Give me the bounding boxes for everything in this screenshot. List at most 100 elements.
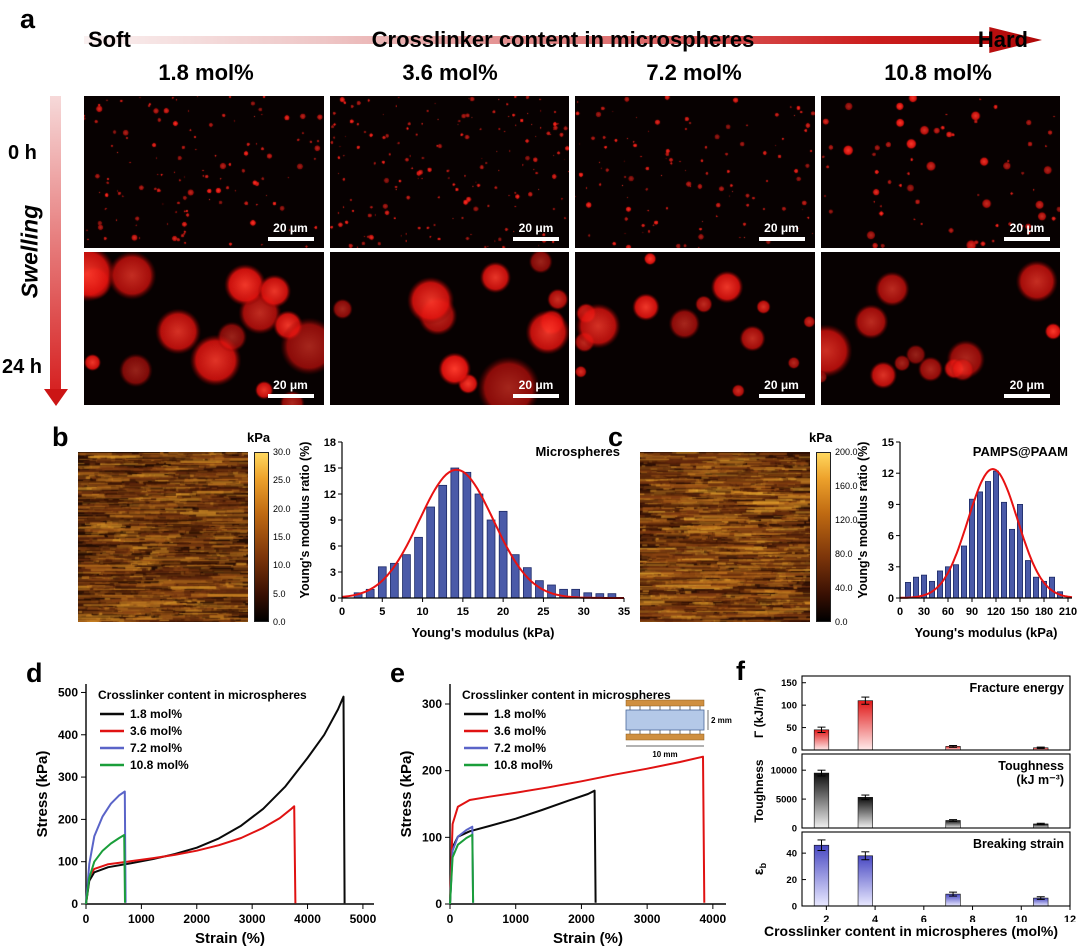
soft-label: Soft [88, 27, 131, 52]
colorbar-b-gradient [254, 452, 269, 622]
colorbar-c: 200.0 160.0 120.0 80.0 40.0 0.0 [816, 447, 876, 627]
colorbar-tick: 10.0 [273, 560, 291, 571]
svg-text:6: 6 [921, 914, 927, 922]
svg-text:20: 20 [497, 606, 509, 618]
svg-text:500: 500 [58, 685, 78, 699]
colorbar-tick: 120.0 [835, 515, 858, 525]
svg-text:0: 0 [435, 897, 442, 911]
svg-text:180: 180 [1035, 606, 1053, 618]
svg-text:25: 25 [537, 606, 549, 618]
svg-text:300: 300 [422, 697, 442, 711]
svg-text:90: 90 [966, 606, 978, 618]
arrow-title: Crosslinker content in microspheres [371, 27, 755, 52]
scale-bar-label: 20 μm [764, 221, 799, 235]
micrograph-image: 20 μm [84, 96, 324, 248]
svg-text:4000: 4000 [294, 912, 321, 926]
scale-bar-label: 20 μm [518, 378, 554, 392]
svg-text:5000: 5000 [776, 795, 797, 806]
svg-text:9: 9 [330, 515, 336, 527]
svg-text:12: 12 [882, 468, 894, 480]
micrograph-image: 20 μm [820, 96, 1060, 248]
micrograph-image: 20 μm [329, 96, 569, 248]
svg-text:0: 0 [339, 606, 345, 618]
svg-text:100: 100 [781, 701, 797, 712]
svg-text:100: 100 [58, 855, 78, 869]
colorbar-tick: 0.0 [273, 617, 286, 627]
svg-text:9: 9 [888, 499, 894, 511]
svg-text:0: 0 [792, 746, 797, 757]
svg-text:200: 200 [58, 812, 78, 826]
svg-text:10.8 mol%: 10.8 mol% [130, 758, 189, 772]
colorbar-tick: 20.0 [273, 503, 291, 514]
svg-text:Strain (%): Strain (%) [195, 930, 265, 947]
panel-b-label: b [52, 422, 69, 452]
svg-text:Crosslinker content in microsp: Crosslinker content in microspheres [98, 688, 307, 702]
column-header: 1.8 mol% [158, 60, 254, 85]
swelling-axis-label: Swelling [16, 204, 43, 299]
svg-text:150: 150 [1011, 606, 1029, 618]
svg-text:1.8 mol%: 1.8 mol% [130, 707, 182, 721]
scale-bar-line [1004, 237, 1050, 241]
scale-bar-label: 20 μm [1009, 221, 1045, 235]
scale-bar: 20 μm [1004, 378, 1050, 398]
micrograph-image: 20 μm [575, 96, 815, 248]
svg-text:120: 120 [987, 606, 1005, 618]
svg-text:400: 400 [58, 728, 78, 742]
column-header: 3.6 mol% [402, 60, 498, 85]
svg-text:Stress (kPa): Stress (kPa) [34, 751, 51, 838]
colorbar-b: 30.0 25.0 20.0 15.0 10.0 5.0 0.0 [254, 447, 314, 627]
svg-text:0: 0 [71, 897, 78, 911]
f-x-axis-label: Crosslinker content in microspheres (mol… [763, 923, 1059, 939]
svg-text:0: 0 [83, 912, 90, 926]
svg-text:15: 15 [882, 437, 894, 449]
svg-text:300: 300 [58, 770, 78, 784]
micrograph-image: 20 μm [820, 252, 1060, 405]
column-headers: 1.8 mol% 3.6 mol% 7.2 mol% 10.8 mol% [84, 60, 1060, 86]
svg-text:Stress (kPa): Stress (kPa) [398, 751, 415, 838]
colorbar-tick: 40.0 [835, 583, 853, 593]
panel-e-label: e [390, 658, 406, 688]
svg-text:Microspheres: Microspheres [535, 444, 620, 459]
svg-text:6: 6 [330, 541, 336, 553]
colorbar-b-title: kPa [247, 430, 271, 445]
micrograph-image: 20 μm [575, 252, 815, 405]
svg-text:18: 18 [324, 437, 336, 449]
svg-text:10: 10 [1015, 914, 1027, 922]
colorbar-tick: 5.0 [273, 588, 286, 599]
svg-text:7.2 mol%: 7.2 mol% [494, 741, 546, 755]
colorbar-tick: 15.0 [273, 532, 291, 542]
svg-text:3000: 3000 [634, 912, 661, 926]
hard-label: Hard [977, 27, 1028, 52]
panel-c-label: c [608, 422, 624, 452]
scale-bar: 20 μm [758, 378, 805, 398]
svg-text:7.2 mol%: 7.2 mol% [130, 741, 182, 755]
scale-bar: 20 μm [758, 221, 805, 241]
svg-text:35: 35 [618, 606, 630, 618]
panel-d-label: d [26, 658, 43, 688]
svg-text:2 mm: 2 mm [711, 716, 732, 725]
svg-text:εb: εb [750, 862, 768, 875]
svg-text:15: 15 [457, 606, 469, 618]
svg-text:0: 0 [330, 593, 336, 605]
scale-bar-line [513, 394, 559, 398]
svg-text:60: 60 [942, 606, 954, 618]
svg-text:3000: 3000 [239, 912, 266, 926]
svg-text:4: 4 [872, 914, 879, 922]
scale-bar: 20 μm [267, 221, 314, 241]
row-label-24h: 24 h [2, 356, 43, 378]
colorbar-tick: 80.0 [835, 549, 853, 559]
svg-text:15: 15 [324, 463, 336, 475]
micrograph-image: 20 μm [84, 252, 324, 405]
svg-text:6: 6 [888, 531, 894, 543]
svg-text:Fracture energy: Fracture energy [970, 681, 1065, 695]
svg-text:3.6 mol%: 3.6 mol% [130, 724, 182, 738]
svg-text:10 mm: 10 mm [652, 750, 677, 759]
svg-text:PAMPS@PAAM: PAMPS@PAAM [973, 444, 1068, 459]
svg-text:Young's modulus ratio (%): Young's modulus ratio (%) [856, 442, 870, 599]
scale-bar-label: 20 μm [273, 378, 308, 392]
svg-text:(kJ m⁻³): (kJ m⁻³) [1016, 773, 1064, 787]
